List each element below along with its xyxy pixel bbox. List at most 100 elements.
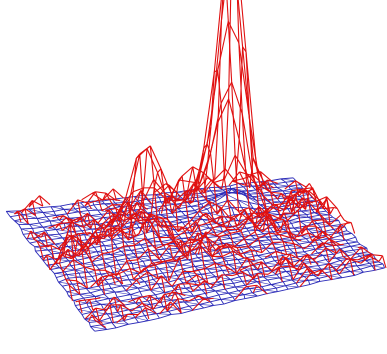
base-mesh-segment — [130, 250, 135, 254]
surface-mesh-segment — [173, 231, 186, 239]
base-mesh-segment — [163, 256, 173, 260]
base-mesh-segment — [93, 204, 99, 211]
surface-mesh-segment — [193, 232, 199, 243]
surface-mesh-segment — [199, 280, 204, 286]
surface-mesh-segment — [111, 217, 116, 226]
surface-mesh-segment — [308, 202, 313, 222]
surface-mesh-segment — [214, 121, 219, 180]
surface-mesh-segment — [110, 296, 115, 301]
base-mesh-segment — [177, 259, 189, 262]
surface-mesh-segment — [102, 251, 114, 255]
surface-mesh-segment — [261, 242, 273, 254]
base-mesh-segment — [147, 283, 158, 286]
base-mesh-segment — [378, 261, 384, 265]
surface-mesh-segment — [259, 212, 264, 218]
surface-mesh-segment — [240, 253, 245, 259]
surface-mesh-segment — [227, 199, 239, 212]
surface-mesh-segment — [234, 222, 239, 226]
base-mesh-segment — [191, 260, 203, 263]
base-mesh-segment — [299, 260, 316, 263]
surface-mesh-segment — [169, 244, 181, 248]
surface-mesh-segment — [286, 220, 292, 238]
surface-mesh-segment — [122, 191, 134, 206]
base-mesh-segment — [190, 206, 196, 211]
base-mesh-segment — [197, 257, 203, 262]
surface-mesh-segment — [77, 237, 82, 244]
surface-mesh-segment — [243, 238, 249, 247]
base-mesh-segment — [180, 238, 184, 242]
base-mesh-segment — [158, 266, 170, 270]
base-mesh-segment — [312, 245, 316, 250]
surface-mesh-segment — [283, 202, 289, 211]
surface-mesh-segment — [237, 0, 244, 47]
base-mesh-segment — [158, 268, 163, 274]
base-mesh-segment — [266, 187, 283, 192]
base-mesh-segment — [231, 207, 235, 215]
surface-mesh-segment — [59, 263, 64, 272]
base-mesh-segment — [288, 184, 301, 187]
surface-mesh-segment — [76, 280, 81, 295]
surface-mesh-segment — [175, 190, 187, 202]
base-mesh-segment — [330, 224, 341, 227]
base-mesh-segment — [348, 241, 358, 244]
surface-mesh-segment — [193, 183, 198, 192]
surface-mesh-segment — [59, 215, 64, 220]
surface-mesh-segment — [195, 220, 200, 227]
base-mesh-segment — [92, 309, 104, 313]
base-mesh-segment — [207, 294, 219, 299]
surface-mesh-segment — [114, 227, 119, 230]
surface-mesh-segment — [308, 201, 320, 215]
surface-mesh-segment — [241, 213, 253, 223]
surface-mesh-segment — [295, 180, 307, 188]
base-mesh-segment — [227, 264, 235, 270]
surface-mesh-segment — [182, 199, 187, 203]
surface-mesh-segment — [115, 260, 128, 276]
base-mesh-segment — [295, 214, 300, 219]
base-mesh-segment — [201, 199, 212, 205]
surface-mesh-segment — [312, 188, 317, 202]
surface-mesh-segment — [141, 302, 147, 308]
surface-mesh-segment — [125, 158, 137, 198]
surface-mesh-segment — [328, 263, 333, 280]
base-mesh-segment — [53, 211, 57, 216]
surface-mesh-segment — [200, 246, 205, 269]
base-mesh-segment — [328, 273, 338, 277]
surface-mesh-segment — [335, 258, 348, 271]
base-mesh-segment — [137, 200, 142, 205]
base-mesh-segment — [34, 246, 36, 252]
surface-mesh-segment — [301, 220, 313, 235]
surface-mesh-segment — [14, 210, 19, 215]
surface-mesh-segment — [260, 171, 272, 181]
base-mesh-segment — [315, 259, 326, 263]
base-mesh-segment — [111, 322, 117, 329]
surface-mesh-segment — [180, 240, 185, 257]
base-mesh-segment — [213, 303, 224, 306]
surface-mesh-segment — [94, 319, 107, 329]
base-mesh-segment — [89, 254, 99, 258]
base-mesh-segment — [203, 276, 216, 280]
base-mesh-segment — [227, 247, 231, 253]
surface-mesh-segment — [62, 271, 67, 280]
base-mesh-segment — [220, 296, 233, 300]
surface-mesh-segment — [171, 271, 184, 287]
base-mesh-segment — [335, 257, 341, 261]
base-mesh-segment — [29, 242, 36, 248]
surface-mesh-segment — [222, 246, 234, 249]
base-mesh-segment — [37, 237, 42, 242]
surface-mesh-segment — [46, 254, 51, 270]
base-mesh-segment — [39, 222, 44, 228]
surface-mesh-segment — [235, 139, 240, 183]
base-mesh-segment — [325, 259, 331, 265]
base-mesh-segment — [280, 178, 286, 183]
base-mesh-segment — [222, 268, 235, 271]
base-mesh-segment — [47, 234, 53, 240]
surface-mesh-segment — [232, 250, 245, 259]
base-mesh-segment — [238, 183, 244, 188]
base-mesh-segment — [257, 230, 265, 235]
base-mesh-segment — [276, 287, 278, 292]
base-mesh-segment — [131, 283, 139, 289]
surface-mesh-segment — [79, 216, 92, 229]
base-mesh-segment — [80, 276, 95, 282]
base-mesh-segment — [220, 299, 225, 305]
surface-mesh-segment — [65, 217, 71, 223]
